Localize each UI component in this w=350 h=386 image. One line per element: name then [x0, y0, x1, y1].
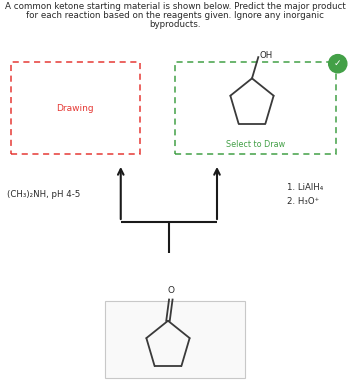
- FancyBboxPatch shape: [105, 301, 245, 378]
- Text: A common ketone starting material is shown below. Predict the major product: A common ketone starting material is sho…: [5, 2, 345, 11]
- Text: ✓: ✓: [334, 59, 342, 68]
- Text: byproducts.: byproducts.: [149, 20, 201, 29]
- Text: O: O: [167, 286, 174, 295]
- Text: 2. H₃O⁺: 2. H₃O⁺: [287, 197, 319, 206]
- Text: 1. LiAlH₄: 1. LiAlH₄: [287, 183, 323, 192]
- Text: OH: OH: [259, 51, 273, 60]
- Text: (CH₃)₂NH, pH 4-5: (CH₃)₂NH, pH 4-5: [7, 190, 80, 200]
- Ellipse shape: [329, 54, 347, 73]
- Text: Drawing: Drawing: [56, 103, 94, 113]
- Text: for each reaction based on the reagents given. Ignore any inorganic: for each reaction based on the reagents …: [26, 11, 324, 20]
- Text: Select to Draw: Select to Draw: [226, 140, 285, 149]
